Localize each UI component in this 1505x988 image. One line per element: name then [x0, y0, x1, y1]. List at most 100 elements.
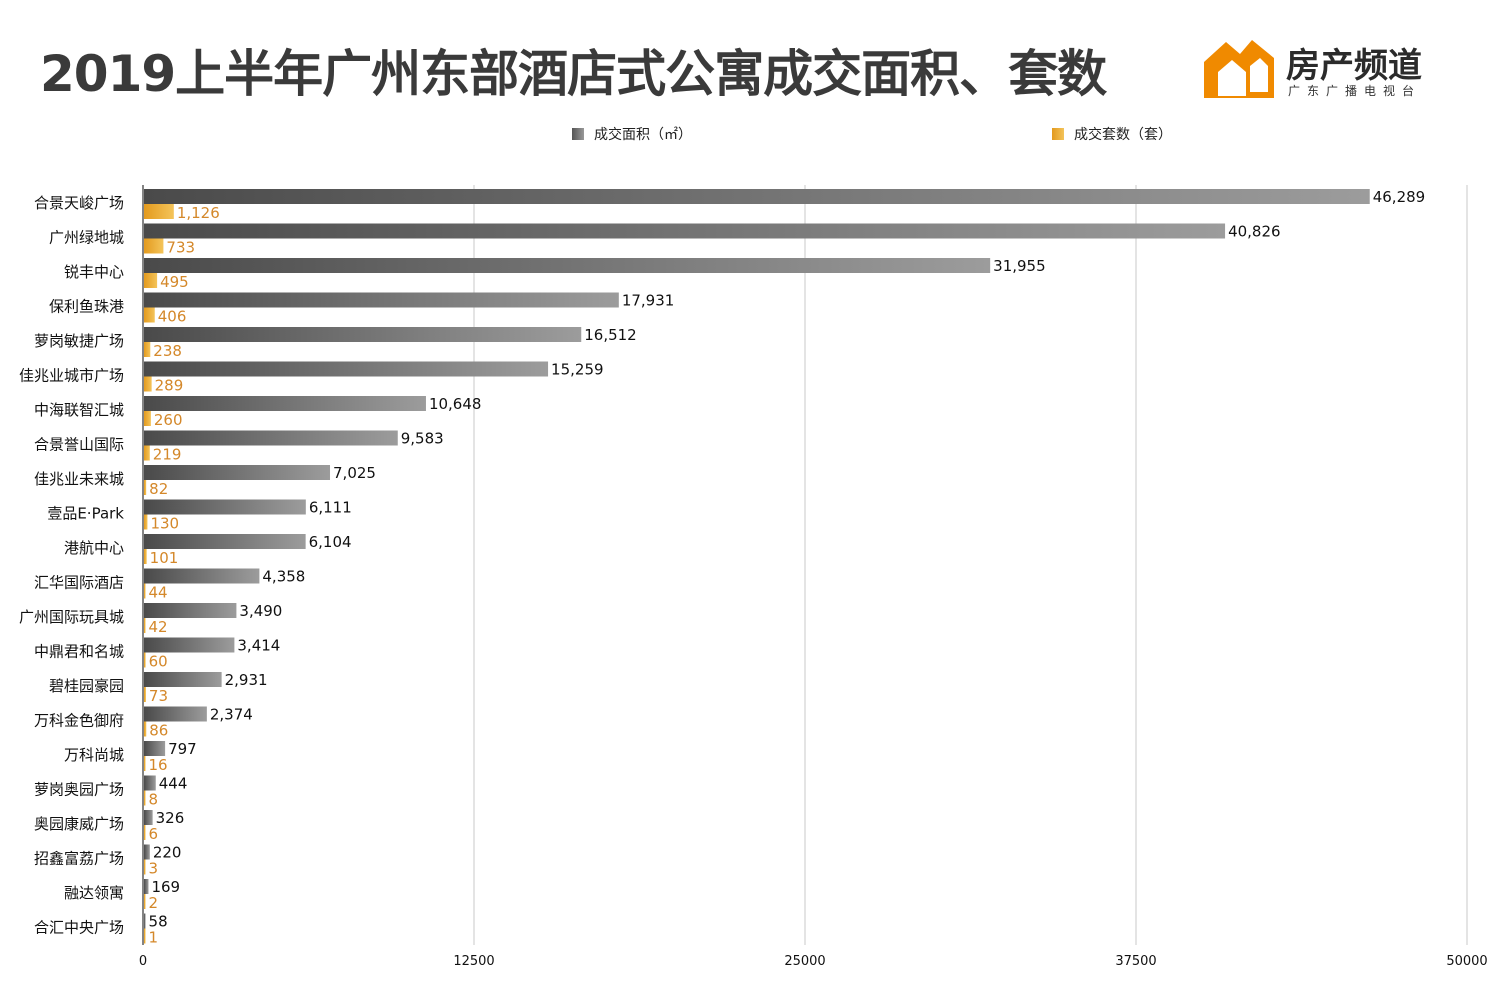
category-label: 萝岗奥园广场: [34, 781, 124, 799]
bar-area: [144, 430, 398, 446]
bar-area: [144, 672, 222, 687]
x-tick-label: 37500: [1115, 954, 1156, 969]
data-label-units: 86: [149, 722, 168, 740]
bar-units: [144, 583, 146, 599]
data-label-units: 82: [149, 480, 168, 498]
category-label: 万科尚城: [64, 746, 124, 764]
bar-area: [144, 568, 260, 584]
logo-name: 房产频道: [1286, 46, 1422, 86]
bar-area: [144, 603, 237, 618]
data-label-area: 15,259: [551, 361, 604, 379]
data-label-units: 1: [149, 929, 159, 947]
bar-units: [144, 687, 146, 702]
bar-area: [144, 327, 582, 342]
data-label-units: 219: [153, 446, 182, 464]
category-label: 锐丰中心: [64, 263, 124, 281]
bar-units: [144, 514, 148, 530]
data-label-units: 8: [149, 791, 159, 809]
bar-area: [144, 706, 207, 722]
category-label: 港航中心: [64, 539, 124, 557]
data-label-units: 101: [150, 549, 179, 567]
category-label: 佳兆业未来城: [34, 470, 124, 488]
bar-units: [144, 652, 146, 668]
legend-label-area: 成交面积（㎡）: [594, 127, 692, 143]
bar-units: [144, 273, 158, 288]
legend-swatch-area: [572, 128, 584, 140]
data-label-units: 3: [149, 860, 159, 878]
data-label-area: 17,931: [622, 292, 675, 310]
data-label-area: 4,358: [262, 568, 305, 586]
data-label-units: 73: [149, 687, 168, 705]
gridlines: [142, 185, 1468, 945]
bar-area: [144, 913, 146, 929]
category-label: 佳兆业城市广场: [19, 367, 124, 385]
bar-units: [144, 618, 146, 633]
category-label: 广州绿地城: [49, 229, 124, 247]
category-label: 壹品E·Park: [47, 505, 124, 523]
category-label: 中海联智汇城: [34, 401, 124, 419]
data-label-units: 42: [149, 618, 168, 636]
bar-area: [144, 637, 235, 653]
bar-units: [144, 894, 146, 909]
category-label: 汇华国际酒店: [34, 574, 124, 592]
bar-units: [144, 307, 155, 323]
bar-area: [144, 361, 549, 377]
data-label-units: 733: [166, 239, 195, 257]
bar-area: [144, 499, 306, 515]
bar-units: [144, 721, 147, 737]
bar-area: [144, 223, 1226, 239]
data-label-area: 797: [168, 740, 197, 758]
data-label-area: 46,289: [1373, 188, 1426, 206]
data-label-units: 6: [149, 825, 159, 843]
data-label-units: 495: [160, 273, 189, 291]
data-label-area: 58: [149, 913, 168, 931]
bar-area: [144, 534, 306, 549]
data-label-units: 289: [155, 377, 184, 395]
category-label: 招鑫富荔广场: [34, 850, 124, 868]
legend-item-area: 成交面积（㎡）: [572, 124, 692, 144]
data-label-area: 2,374: [210, 706, 253, 724]
data-label-units: 60: [149, 653, 168, 671]
logo-subtitle: 广东广播电视台: [1288, 84, 1422, 98]
bar-area: [144, 292, 619, 308]
data-label-area: 9,583: [401, 430, 444, 448]
bar-area: [144, 396, 426, 411]
data-label-area: 16,512: [584, 326, 637, 344]
legend-label-units: 成交套数（套）: [1074, 127, 1172, 143]
labels: 0 12500 25000 37500 50000 合景天峻广场 46,289 1,126 广州…: [19, 188, 1488, 969]
data-label-area: 10,648: [429, 395, 482, 413]
category-label: 融达领寓: [64, 884, 124, 902]
data-label-units: 1,126: [177, 204, 220, 222]
bar-units: [144, 238, 164, 254]
data-label-area: 3,414: [237, 637, 280, 655]
data-label-units: 406: [158, 308, 187, 326]
category-label: 合景天峻广场: [34, 194, 124, 212]
data-label-area: 2,931: [225, 671, 268, 689]
x-tick-label: 12500: [453, 954, 494, 969]
data-label-area: 6,104: [309, 533, 352, 551]
bar-units: [144, 790, 146, 806]
bar-units: [144, 376, 152, 392]
data-label-area: 40,826: [1228, 223, 1281, 241]
category-label: 奥园康威广场: [34, 815, 124, 833]
category-label: 万科金色御府: [34, 712, 124, 730]
bar-area: [144, 775, 156, 791]
bars: [144, 189, 1370, 944]
brand-logo: 房产频道 广东广播电视台: [1200, 36, 1450, 106]
bar-area: [144, 810, 153, 825]
bar-units: [144, 928, 146, 944]
bar-units: [144, 859, 146, 875]
bar-area: [144, 258, 991, 273]
house-logo-icon: [1204, 40, 1274, 98]
category-label: 碧桂园豪园: [49, 677, 124, 695]
data-label-units: 130: [150, 515, 179, 533]
bar-units: [144, 411, 151, 426]
data-label-units: 260: [154, 411, 183, 429]
data-label-area: 220: [153, 844, 182, 862]
category-label: 保利鱼珠港: [49, 298, 124, 316]
category-label: 合景誉山国际: [34, 436, 124, 454]
legend-swatch-units: [1052, 128, 1064, 140]
category-label: 中鼎君和名城: [34, 643, 124, 661]
data-label-units: 44: [149, 584, 168, 602]
